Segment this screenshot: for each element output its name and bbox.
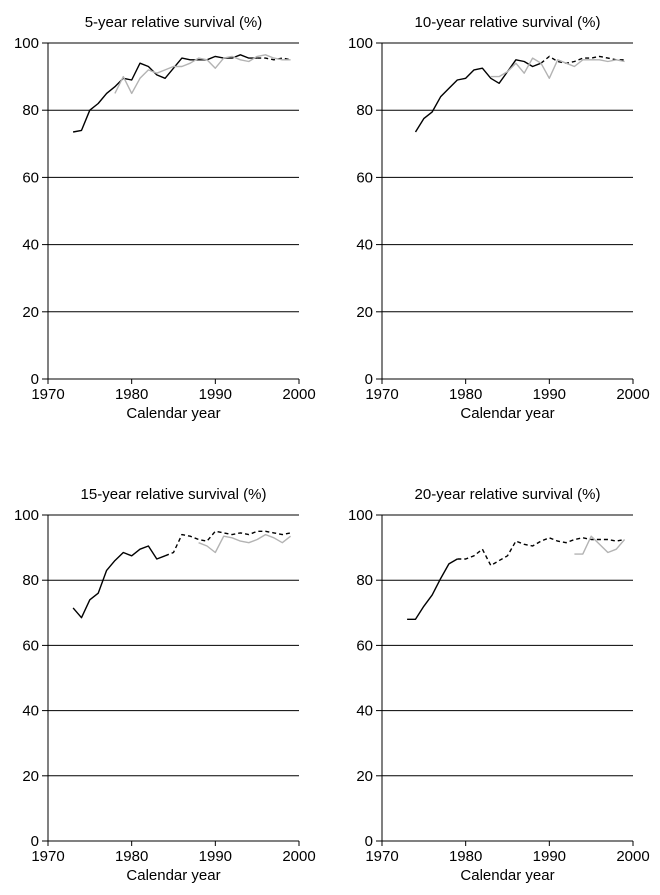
y-tick-label: 40 (356, 237, 373, 254)
y-tick-label: 60 (22, 637, 39, 654)
series-line-dashed-black (540, 55, 625, 64)
series-line-dashed-black (257, 57, 291, 61)
chart-panel-2: 10-year relative survival (%) 0 20 40 60 80 10… (348, 14, 650, 422)
y-tick-label: 20 (22, 304, 39, 321)
x-tick-label: 1980 (449, 848, 482, 865)
y-tick-label: 0 (31, 371, 39, 388)
y-tick-label: 0 (31, 833, 39, 850)
x-axis-label: Calendar year (460, 405, 554, 422)
y-tick-label: 100 (14, 507, 39, 524)
series-line-solid-black (407, 558, 458, 620)
x-tick-label: 1990 (533, 848, 566, 865)
x-tick-label: 2000 (282, 848, 315, 865)
series-line-dashed-black (457, 537, 625, 567)
y-tick-label: 0 (365, 371, 373, 388)
chart-title: 10-year relative survival (%) (415, 14, 601, 31)
y-tick-label: 40 (22, 237, 39, 254)
x-axis-label: Calendar year (126, 867, 220, 884)
y-tick-label: 0 (365, 833, 373, 850)
y-tick-label: 100 (348, 35, 373, 52)
x-tick-label: 1970 (365, 386, 398, 403)
series-line-solid-black (72, 545, 166, 619)
chart-title: 15-year relative survival (%) (81, 486, 267, 503)
y-tick-label: 80 (356, 572, 373, 589)
y-tick-label: 80 (22, 572, 39, 589)
y-tick-label: 20 (356, 768, 373, 785)
series-line-solid-grey (198, 533, 292, 554)
x-tick-label: 1980 (115, 848, 148, 865)
y-tick-label: 60 (356, 637, 373, 654)
y-tick-label: 80 (356, 102, 373, 119)
series-line-solid-grey (114, 54, 291, 95)
chart-panel-3: 15-year relative survival (%) 0 20 40 60 80 10… (14, 486, 316, 884)
x-tick-label: 1970 (31, 386, 64, 403)
y-tick-label: 20 (356, 304, 373, 321)
y-tick-label: 60 (356, 169, 373, 186)
chart-panel-4: 20-year relative survival (%) 0 20 40 60 80 10… (348, 486, 650, 884)
chart-title: 20-year relative survival (%) (415, 486, 601, 503)
x-tick-label: 1970 (31, 848, 64, 865)
y-tick-label: 80 (22, 102, 39, 119)
x-tick-label: 2000 (616, 848, 649, 865)
x-tick-label: 2000 (616, 386, 649, 403)
series-line-dashed-black (164, 530, 291, 557)
y-tick-label: 100 (348, 507, 373, 524)
x-tick-label: 1980 (115, 386, 148, 403)
y-tick-label: 20 (22, 768, 39, 785)
chart-panel-1: 5-year relative survival (%) 0 20 40 60 80 100… (14, 14, 316, 422)
x-tick-label: 1990 (199, 848, 232, 865)
x-tick-label: 1990 (199, 386, 232, 403)
y-tick-label: 60 (22, 169, 39, 186)
series-line-solid-black (414, 59, 542, 133)
x-tick-label: 2000 (282, 386, 315, 403)
y-tick-label: 100 (14, 35, 39, 52)
x-axis-label: Calendar year (460, 867, 554, 884)
y-tick-label: 40 (356, 703, 373, 720)
x-axis-label: Calendar year (126, 405, 220, 422)
series-line-solid-black (72, 54, 258, 133)
y-tick-label: 40 (22, 703, 39, 720)
x-tick-label: 1990 (533, 386, 566, 403)
chart-title: 5-year relative survival (%) (85, 14, 263, 31)
x-tick-label: 1980 (449, 386, 482, 403)
series-line-solid-grey (490, 57, 625, 80)
x-tick-label: 1970 (365, 848, 398, 865)
series-line-solid-grey (574, 535, 626, 555)
